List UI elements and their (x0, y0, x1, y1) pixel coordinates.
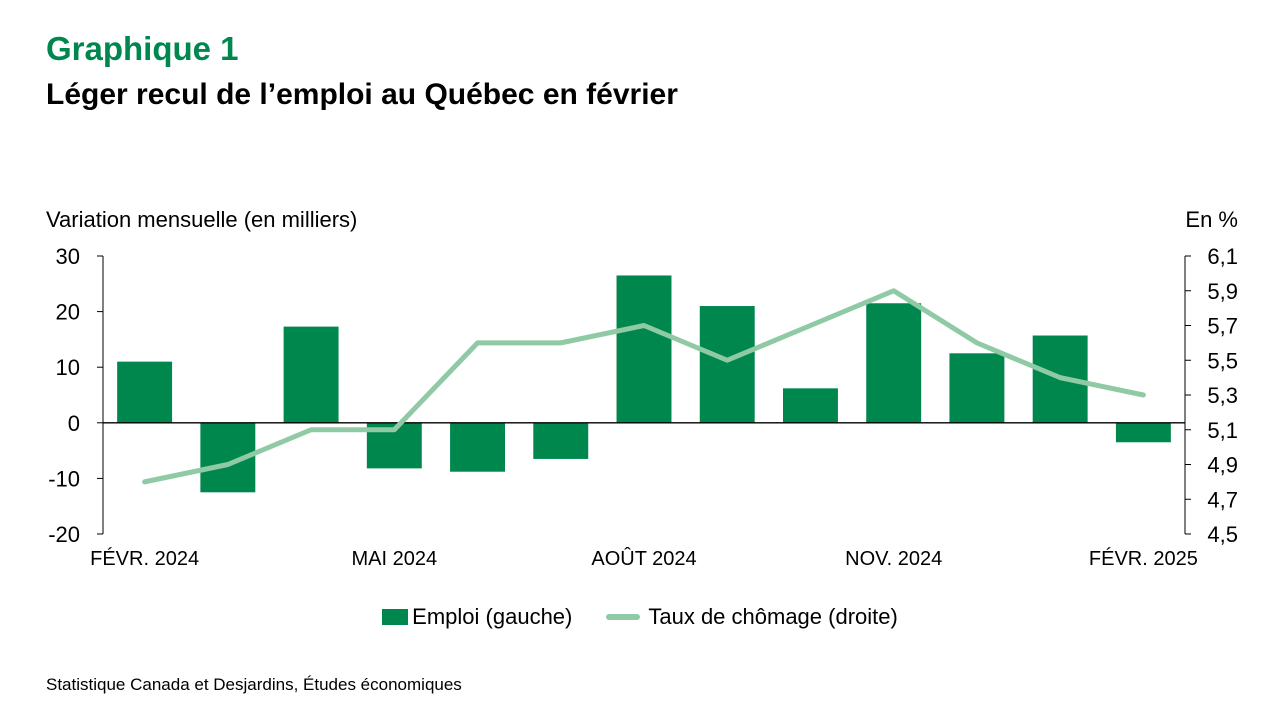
employment-bar (283, 326, 339, 423)
right-axis-tick-label: 6,1 (1207, 244, 1238, 269)
right-axis-tick-label: 5,9 (1207, 279, 1238, 304)
employment-bar (117, 361, 173, 423)
source-note: Statistique Canada et Desjardins, Études… (46, 675, 462, 694)
legend-item-employment: Emploi (gauche) (382, 604, 572, 630)
legend-line-swatch (606, 614, 641, 620)
left-axis-tick-label: 20 (56, 300, 80, 325)
employment-bar (450, 422, 506, 472)
chart-title: Léger recul de l’emploi au Québec en fév… (46, 78, 678, 111)
right-axis-tick-label: 5,1 (1207, 418, 1238, 443)
x-axis-tick-label: AOÛT 2024 (591, 547, 696, 570)
employment-bar (616, 275, 672, 423)
employment-bar (949, 353, 1005, 423)
unemployment-rate-line (142, 288, 1146, 485)
employment-bar (699, 306, 755, 423)
legend-label-employment: Emploi (gauche) (412, 604, 573, 629)
right-axis-tick-label: 4,9 (1207, 453, 1238, 478)
x-axis-tick-label: FÉVR. 2025 (1089, 547, 1198, 570)
left-axis-tick-label: 30 (56, 244, 80, 269)
legend-bar-swatch (382, 609, 409, 625)
left-axis-tick-label: 10 (56, 355, 80, 380)
right-axis-tick-label: 5,5 (1207, 348, 1238, 373)
right-axis-tick-label: 5,7 (1207, 314, 1238, 339)
legend: Emploi (gauche) Taux de chômage (droite) (0, 604, 1280, 630)
left-axis-tick-label: -10 (48, 466, 80, 491)
left-axis-tick-label: -20 (48, 522, 80, 547)
employment-bar (866, 303, 922, 423)
right-axis-tick-label: 4,5 (1207, 522, 1238, 547)
legend-label-unemployment: Taux de chômage (droite) (648, 604, 898, 629)
chart-label: Graphique 1 (46, 30, 239, 67)
employment-bar (1115, 422, 1171, 443)
x-axis-tick-label: MAI 2024 (352, 548, 438, 570)
x-axis-tick-label: FÉVR. 2024 (90, 547, 199, 570)
legend-item-unemployment: Taux de chômage (droite) (606, 604, 898, 630)
left-axis-tick-label: 0 (68, 411, 80, 436)
left-axis-title: Variation mensuelle (en milliers) (46, 207, 358, 232)
employment-bar (782, 388, 838, 423)
x-axis-tick-label: NOV. 2024 (845, 548, 942, 570)
right-axis-title: En % (1185, 207, 1238, 232)
right-axis-tick-label: 4,7 (1207, 487, 1238, 512)
right-axis-tick-label: 5,3 (1207, 383, 1238, 408)
employment-bar (533, 422, 589, 459)
